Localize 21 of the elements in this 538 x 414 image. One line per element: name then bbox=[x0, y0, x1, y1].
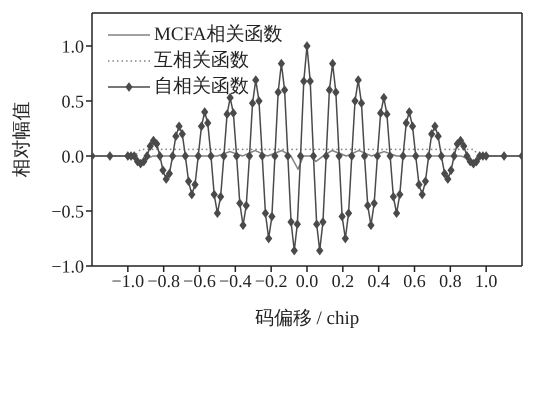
legend-label: MCFA相关函数 bbox=[154, 23, 282, 47]
x-tick-label: 0.4 bbox=[367, 270, 390, 291]
x-tick-label: −0.6 bbox=[183, 270, 216, 291]
y-tick-label: −1.0 bbox=[51, 256, 84, 276]
x-tick-label: 0.8 bbox=[439, 270, 462, 291]
x-tick-label: 0.6 bbox=[403, 270, 426, 291]
y-tick-label: 0.0 bbox=[62, 146, 84, 166]
y-axis-title: 相对幅值 bbox=[12, 102, 32, 178]
y-tick-label: 0.5 bbox=[62, 91, 84, 112]
legend-label: 自相关函数 bbox=[154, 75, 249, 99]
y-tick-label: 1.0 bbox=[62, 36, 84, 56]
x-tick-label: −0.4 bbox=[219, 270, 252, 291]
legend-label: 互相关函数 bbox=[154, 49, 249, 73]
x-tick-label: −0.8 bbox=[147, 270, 180, 291]
x-axis-title: 码偏移 / chip bbox=[254, 308, 360, 329]
x-tick-label: 1.0 bbox=[474, 270, 498, 291]
x-tick-label: −0.2 bbox=[254, 270, 288, 291]
y-tick-label: −0.5 bbox=[51, 201, 84, 222]
x-tick-label: −1.0 bbox=[112, 270, 144, 291]
x-tick-label: 0.0 bbox=[296, 270, 318, 291]
x-tick-label: 0.2 bbox=[332, 270, 354, 291]
